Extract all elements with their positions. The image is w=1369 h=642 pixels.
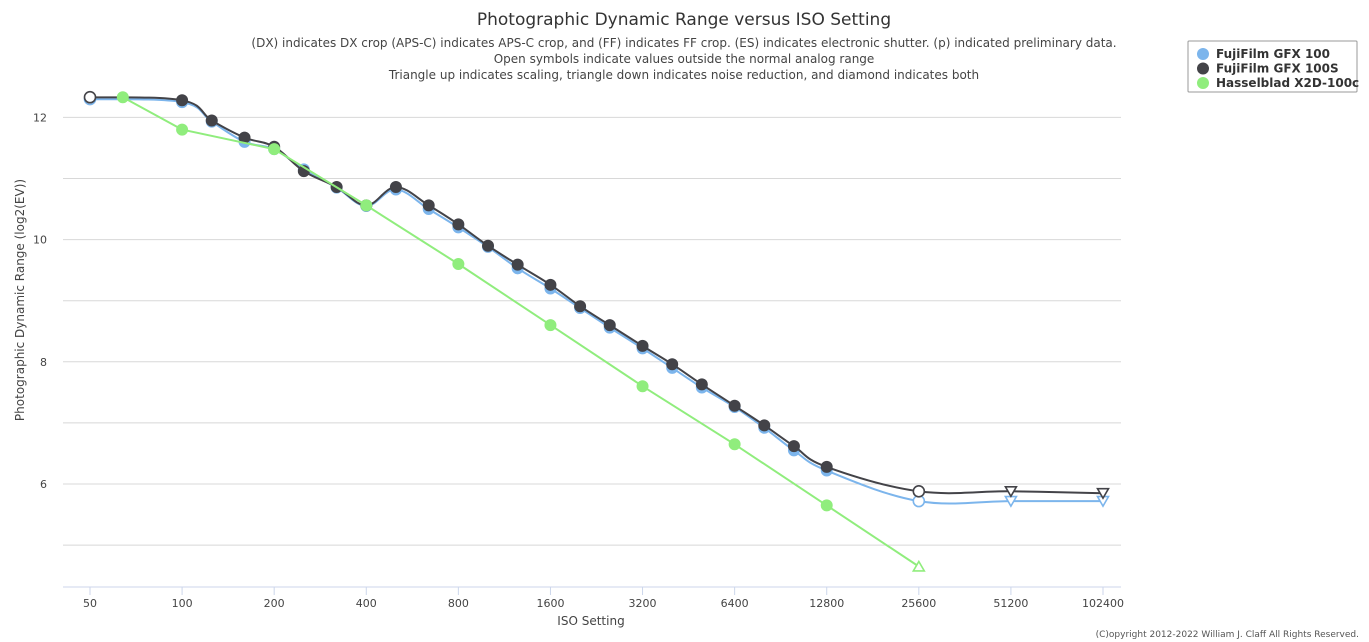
legend-marker bbox=[1197, 62, 1209, 75]
fujifilm-gfx-100s-point[interactable] bbox=[728, 399, 741, 412]
x-tick-label: 25600 bbox=[901, 597, 936, 610]
fujifilm-gfx-100s-point[interactable] bbox=[1004, 486, 1018, 498]
chart-subtitle-line-1: (DX) indicates DX crop (APS-C) indicates… bbox=[251, 36, 1116, 50]
legend-label: FujiFilm GFX 100S bbox=[1216, 62, 1339, 76]
hasselblad-x2d-100c-point[interactable] bbox=[728, 438, 741, 451]
series-fujifilm-gfx-100 bbox=[83, 92, 1110, 508]
hasselblad-x2d-100c-point[interactable] bbox=[176, 123, 189, 136]
fujifilm-gfx-100s-point[interactable] bbox=[695, 378, 708, 391]
legend-marker bbox=[1197, 48, 1209, 60]
fujifilm-gfx-100s-point[interactable] bbox=[1096, 487, 1110, 500]
fujifilm-gfx-100s-point[interactable] bbox=[666, 358, 679, 371]
hasselblad-x2d-100c-point[interactable] bbox=[116, 91, 129, 104]
fujifilm-gfx-100s-point[interactable] bbox=[574, 300, 587, 313]
fujifilm-gfx-100s-point[interactable] bbox=[511, 258, 524, 271]
series-hasselblad-x2d-100c bbox=[116, 91, 926, 572]
y-tick-label: 12 bbox=[33, 111, 47, 124]
legend-item-fujifilm-gfx-100s[interactable]: FujiFilm GFX 100S bbox=[1197, 62, 1339, 76]
hasselblad-x2d-100c-point[interactable] bbox=[452, 258, 465, 271]
fujifilm-gfx-100s-point[interactable] bbox=[83, 90, 97, 104]
fujifilm-gfx-100s-point[interactable] bbox=[176, 94, 189, 107]
fujifilm-gfx-100s-point[interactable] bbox=[603, 319, 616, 332]
series-line-fujifilm-gfx-100 bbox=[89, 98, 1103, 505]
hasselblad-x2d-100c-point[interactable] bbox=[544, 319, 557, 332]
hasselblad-x2d-100c-point[interactable] bbox=[636, 380, 649, 393]
fujifilm-gfx-100s-point[interactable] bbox=[452, 218, 465, 231]
fujifilm-gfx-100s-point[interactable] bbox=[787, 440, 800, 453]
chart-subtitle-line-3: Triangle up indicates scaling, triangle … bbox=[388, 68, 979, 82]
x-tick-label: 100 bbox=[172, 597, 193, 610]
fujifilm-gfx-100s-point[interactable] bbox=[482, 239, 495, 252]
x-tick-label: 50 bbox=[83, 597, 97, 610]
hasselblad-x2d-100c-point[interactable] bbox=[360, 199, 373, 212]
legend-label: Hasselblad X2D-100c bbox=[1216, 76, 1359, 90]
fujifilm-gfx-100s-point[interactable] bbox=[758, 419, 771, 432]
x-tick-label: 400 bbox=[356, 597, 377, 610]
hasselblad-x2d-100c-point[interactable] bbox=[820, 499, 833, 512]
fujifilm-gfx-100s-point[interactable] bbox=[636, 339, 649, 352]
fujifilm-gfx-100s-point[interactable] bbox=[205, 114, 218, 127]
x-tick-label: 102400 bbox=[1082, 597, 1124, 610]
legend-label: FujiFilm GFX 100 bbox=[1216, 47, 1330, 61]
y-tick-label: 8 bbox=[40, 356, 47, 369]
x-tick-label: 800 bbox=[448, 597, 469, 610]
x-tick-label: 1600 bbox=[536, 597, 564, 610]
x-tick-label: 6400 bbox=[721, 597, 749, 610]
legend-box bbox=[1187, 40, 1358, 93]
copyright-credit: (C)opyright 2012-2022 William J. Claff A… bbox=[1096, 630, 1359, 640]
axes: 50 100 200 400 800 1600 3200 6400 12800 25600 5120… bbox=[33, 111, 1124, 610]
series-area bbox=[83, 90, 1110, 572]
chart-subtitle-line-2: Open symbols indicate values outside the… bbox=[494, 52, 875, 66]
fujifilm-gfx-100s-point[interactable] bbox=[422, 199, 435, 212]
y-axis-title: Photographic Dynamic Range (log2(EV)) bbox=[13, 179, 27, 421]
fujifilm-gfx-100s-point[interactable] bbox=[912, 485, 926, 498]
series-fujifilm-gfx-100s bbox=[83, 90, 1110, 500]
x-tick-label: 12800 bbox=[809, 597, 844, 610]
series-line-fujifilm-gfx-100s bbox=[89, 96, 1104, 495]
legend-item-hasselblad-x2d-100c[interactable]: Hasselblad X2D-100c bbox=[1197, 76, 1359, 90]
y-tick-label: 6 bbox=[40, 478, 47, 491]
x-tick-label: 200 bbox=[264, 597, 285, 610]
hasselblad-x2d-100c-point[interactable] bbox=[268, 143, 281, 156]
fujifilm-gfx-100s-point[interactable] bbox=[820, 460, 833, 473]
fujifilm-gfx-100s-point[interactable] bbox=[544, 278, 557, 291]
series-line-hasselblad-x2d-100c bbox=[122, 96, 920, 568]
y-tick-label: 10 bbox=[33, 234, 47, 247]
x-tick-label: 51200 bbox=[993, 597, 1028, 610]
x-axis-title: ISO Setting bbox=[557, 614, 624, 628]
legend-marker bbox=[1197, 77, 1209, 89]
grid-lines bbox=[63, 116, 1121, 546]
x-tick-label: 3200 bbox=[629, 597, 657, 610]
chart-title: Photographic Dynamic Range versus ISO Se… bbox=[477, 10, 891, 30]
legend-item-fujifilm-gfx-100[interactable]: FujiFilm GFX 100 bbox=[1197, 47, 1330, 61]
fujifilm-gfx-100s-point[interactable] bbox=[389, 181, 402, 194]
hasselblad-x2d-100c-point[interactable] bbox=[911, 559, 926, 572]
